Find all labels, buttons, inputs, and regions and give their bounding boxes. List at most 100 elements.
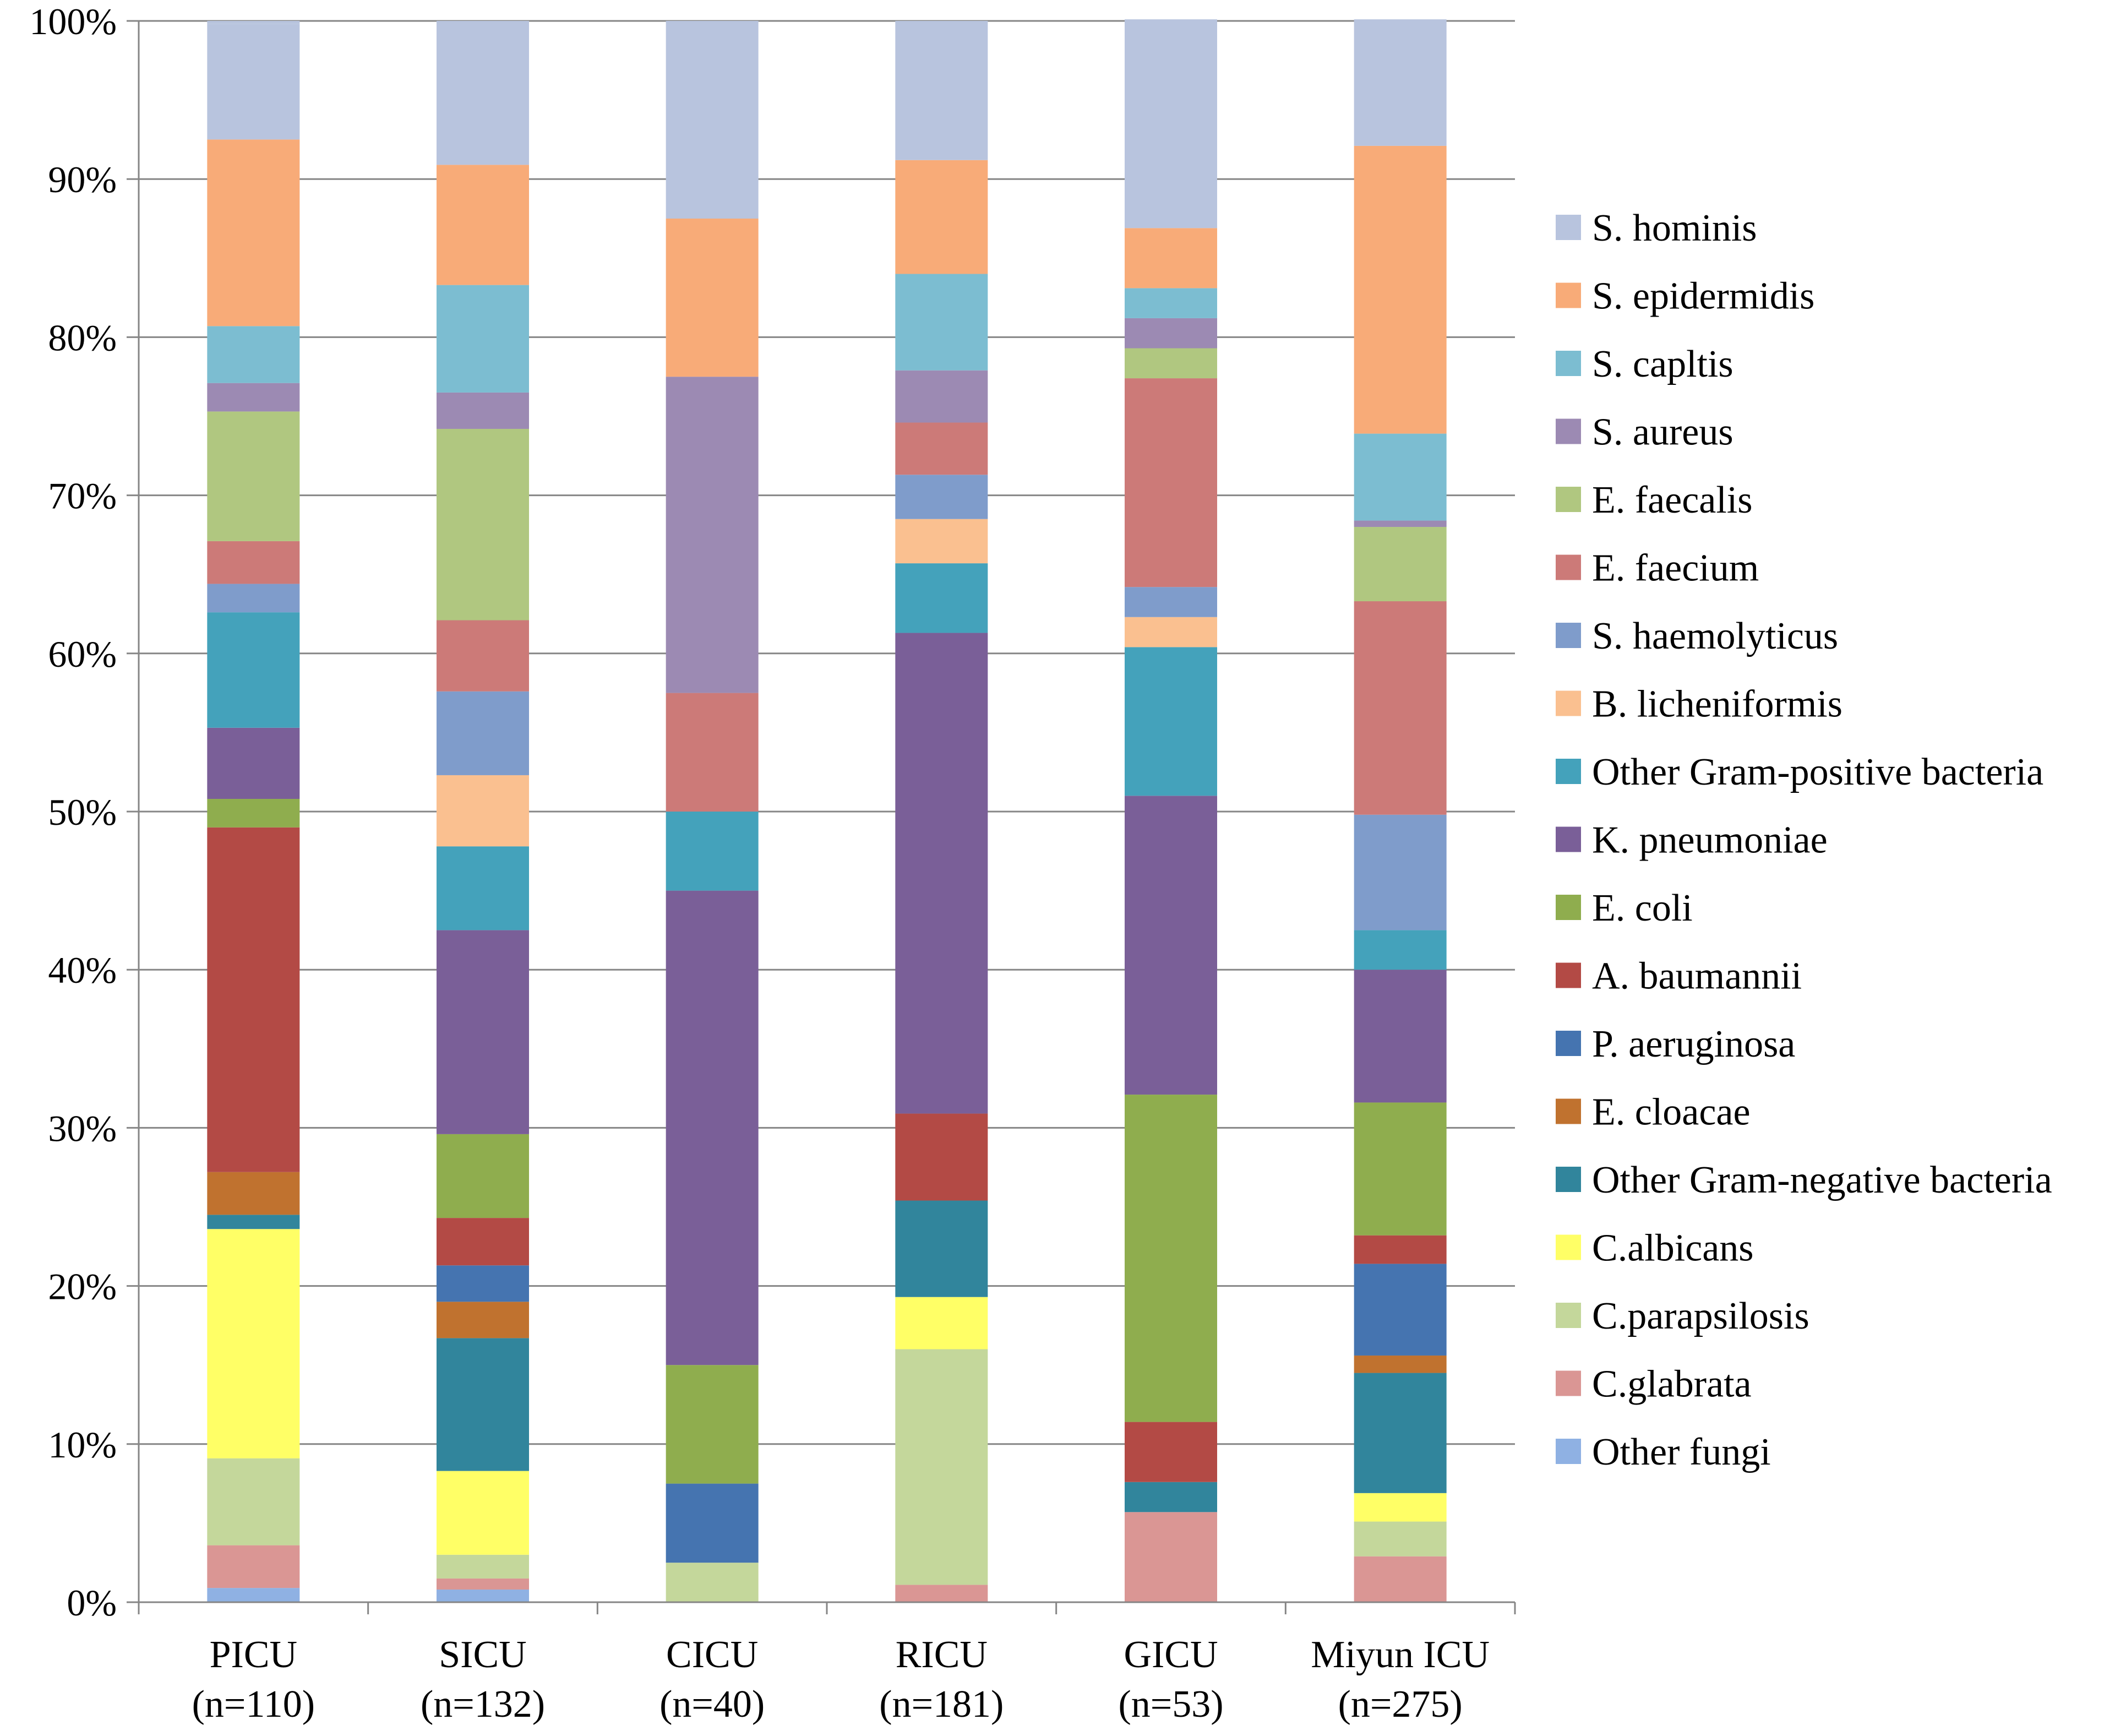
bar-segment-miyun-icu-other-gram-positive-bacteria — [1354, 930, 1447, 970]
legend-label: S. haemolyticus — [1592, 615, 1838, 657]
bar-segment-sicu-other-gram-positive-bacteria — [437, 846, 529, 930]
bar-segment-gicu-s-hominis — [1125, 19, 1217, 228]
y-tick-label: 10% — [48, 1424, 117, 1466]
y-tick-label: 20% — [48, 1266, 117, 1308]
bar-segment-miyun-icu-s-aureus — [1354, 520, 1447, 527]
bar-segment-picu-other-gram-positive-bacteria — [207, 612, 300, 728]
legend-label: Other Gram-positive bacteria — [1592, 751, 2043, 793]
bar-segment-miyun-icu-c-albicans — [1354, 1493, 1447, 1522]
bar-segment-ricu-e-faecium — [895, 422, 988, 475]
legend-swatch — [1556, 215, 1581, 240]
bar-segment-picu-other-gram-negative-bacteria — [207, 1215, 300, 1229]
legend-item-other-fungi: Other fungi — [1556, 1431, 1771, 1473]
axes — [127, 20, 1516, 1614]
bar-segment-cicu-e-coli — [666, 1365, 759, 1484]
bar-segment-cicu-p-aeruginosa — [666, 1483, 759, 1563]
bar-segment-ricu-other-gram-positive-bacteria — [895, 563, 988, 633]
legend-swatch — [1556, 1031, 1581, 1056]
legend-swatch — [1556, 623, 1581, 648]
x-category-count-label: (n=53) — [1118, 1683, 1223, 1726]
bar-segment-cicu-s-epidermidis — [666, 219, 759, 377]
bar-segment-sicu-s-haemolyticus — [437, 691, 529, 775]
legend-label: B. licheniformis — [1592, 683, 1842, 726]
bar-segment-gicu-s-capltis — [1125, 288, 1217, 318]
bar-segment-sicu-s-aureus — [437, 392, 529, 429]
bar-segment-miyun-icu-e-coli — [1354, 1102, 1447, 1236]
bar-segment-picu-other-fungi — [207, 1588, 300, 1602]
legend-label: A. baumannii — [1592, 955, 1802, 998]
legend-label: Other fungi — [1592, 1431, 1771, 1473]
bar-segment-picu-s-hominis — [207, 24, 300, 140]
bar-segment-ricu-s-epidermidis — [895, 160, 988, 274]
legend-item-c-glabrata: C.glabrata — [1556, 1363, 1752, 1406]
bar-segment-cicu-c-parapsilosis — [666, 1563, 759, 1602]
legend: S. hominis S. epidermidis S. capltis S. aur… — [1556, 207, 2052, 1473]
bar-segment-miyun-icu-a-baumannii — [1354, 1235, 1447, 1264]
legend-label: Other Gram-negative bacteria — [1592, 1159, 2052, 1201]
bar-segment-sicu-b-licheniformis — [437, 775, 529, 847]
x-category-label: SICU — [439, 1634, 526, 1676]
legend-swatch — [1556, 1439, 1581, 1464]
legend-item-other-gram-positive-bacteria: Other Gram-positive bacteria — [1556, 751, 2043, 793]
bar-segment-ricu-s-aureus — [895, 370, 988, 423]
bar-segment-gicu-k-pneumoniae — [1125, 796, 1217, 1095]
legend-swatch — [1556, 487, 1581, 512]
bar-segment-sicu-other-gram-negative-bacteria — [437, 1338, 529, 1471]
bar-segment-sicu-a-baumannii — [437, 1218, 529, 1266]
bar-segment-gicu-e-faecalis — [1125, 348, 1217, 379]
bar-segment-sicu-s-capltis — [437, 285, 529, 393]
y-tick-label: 80% — [48, 317, 117, 358]
y-tick-label: 100% — [29, 1, 117, 42]
legend-item-s-epidermidis: S. epidermidis — [1556, 275, 1814, 318]
bar-segment-picu-s-epidermidis — [207, 139, 300, 326]
y-tick-label: 40% — [48, 949, 117, 991]
bar-segment-ricu-b-licheniformis — [895, 519, 988, 564]
bar-segment-sicu-c-parapsilosis — [437, 1554, 529, 1579]
x-category-count-label: (n=110) — [192, 1683, 315, 1726]
bar-segment-picu-e-faecium — [207, 541, 300, 584]
bar-segment-ricu-s-hominis — [895, 21, 988, 160]
legend-label: C.parapsilosis — [1592, 1295, 1809, 1337]
y-tick-label: 60% — [48, 633, 117, 675]
legend-item-other-gram-negative-bacteria: Other Gram-negative bacteria — [1556, 1159, 2052, 1201]
legend-item-k-pneumoniae: K. pneumoniae — [1556, 819, 1828, 862]
bar-segment-ricu-a-baumannii — [895, 1113, 988, 1201]
bar-segment-ricu-c-glabrata — [895, 1585, 988, 1602]
legend-label: E. faecalis — [1592, 479, 1752, 521]
bar-segment-picu-s-hominis-remainder — [207, 21, 300, 24]
bar-segment-cicu-s-hominis — [666, 21, 759, 219]
x-category-label: PICU — [210, 1634, 297, 1676]
bar-segment-gicu-s-haemolyticus — [1125, 587, 1217, 617]
bar-segment-sicu-e-cloacae — [437, 1302, 529, 1338]
legend-label: E. coli — [1592, 887, 1693, 929]
legend-item-s-capltis: S. capltis — [1556, 343, 1733, 385]
bar-segment-miyun-icu-p-aeruginosa — [1354, 1264, 1447, 1356]
y-tick-label: 30% — [48, 1107, 117, 1149]
legend-label: P. aeruginosa — [1592, 1023, 1795, 1065]
x-category-label: Miyun ICU — [1311, 1634, 1490, 1676]
y-tick-label: 50% — [48, 791, 117, 833]
x-category-count-label: (n=275) — [1338, 1683, 1463, 1726]
legend-item-s-hominis: S. hominis — [1556, 207, 1757, 249]
bar-segment-gicu-other-gram-positive-bacteria — [1125, 647, 1217, 796]
x-category-label: GICU — [1124, 1634, 1218, 1676]
bar-segment-picu-s-haemolyticus — [207, 584, 300, 613]
bar-segment-picu-e-cloacae — [207, 1172, 300, 1215]
bar-segment-cicu-other-gram-positive-bacteria — [666, 812, 759, 891]
legend-swatch — [1556, 1303, 1581, 1328]
legend-swatch — [1556, 1234, 1581, 1260]
bars — [207, 19, 1447, 1602]
legend-label: S. hominis — [1592, 207, 1757, 249]
bar-segment-gicu-s-epidermidis — [1125, 228, 1217, 289]
bar-segment-picu-s-aureus — [207, 383, 300, 412]
legend-label: C.albicans — [1592, 1227, 1754, 1270]
legend-swatch — [1556, 826, 1581, 852]
bar-segment-miyun-icu-s-hominis — [1354, 19, 1447, 146]
bar-segment-gicu-b-licheniformis — [1125, 617, 1217, 647]
legend-item-p-aeruginosa: P. aeruginosa — [1556, 1023, 1795, 1065]
legend-label: E. cloacae — [1592, 1091, 1751, 1134]
y-tick-label: 70% — [48, 475, 117, 517]
legend-label: K. pneumoniae — [1592, 819, 1828, 862]
